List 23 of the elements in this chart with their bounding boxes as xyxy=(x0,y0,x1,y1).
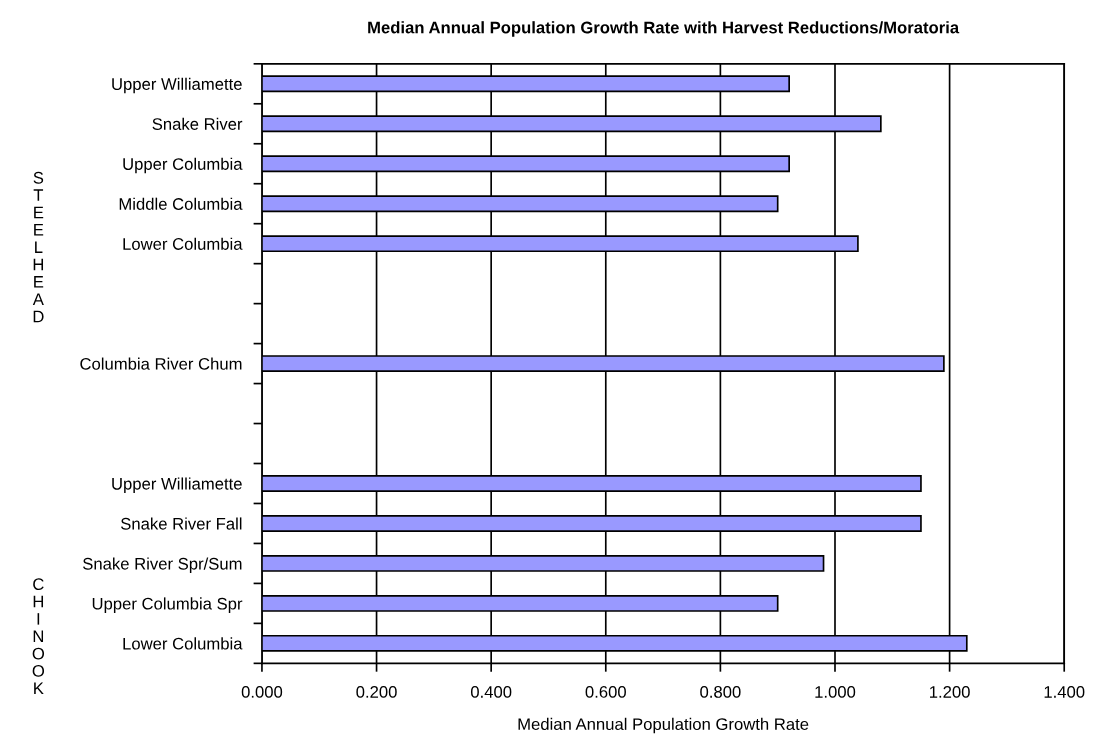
x-tick-label: 1.000 xyxy=(815,686,856,698)
text: STEELHEAD xyxy=(32,171,44,323)
x-tick-label: 1.400 xyxy=(1044,686,1085,698)
y-tick-label: Columbia River Chum xyxy=(80,357,242,370)
x-tick-label: 1.200 xyxy=(930,686,970,698)
x-tick-label: 0.800 xyxy=(700,686,741,698)
y-tick-label: Upper Columbia xyxy=(123,157,243,174)
y-tick-label: Snake River Fall xyxy=(121,517,242,530)
x-tick-label: 0.200 xyxy=(356,686,397,698)
y-tick-label: Upper Columbia Spr xyxy=(92,597,243,613)
x-tick-label: 0.600 xyxy=(585,686,626,698)
y-tick-label: Lower Columbia xyxy=(123,637,243,650)
y-tick-label: Upper Williamette xyxy=(112,77,242,94)
y-tick-label: Snake River Spr/Sum xyxy=(83,557,242,573)
x-tick-label: 0.400 xyxy=(470,686,512,698)
y-tick-label: Snake River xyxy=(152,117,243,130)
x-tick-label: 0.000 xyxy=(241,686,283,698)
y-tick-label: Upper Williamette xyxy=(112,477,242,493)
chart-title: Median Annual Population Growth Rate with Harvest Reductions/Moratoria xyxy=(368,21,960,37)
y-tick-label: Lower Columbia xyxy=(123,237,243,250)
x-axis-title: Median Annual Population Growth Rate xyxy=(518,717,809,734)
text: CHINOOK xyxy=(32,578,45,695)
y-tick-label: Middle Columbia xyxy=(119,197,243,210)
